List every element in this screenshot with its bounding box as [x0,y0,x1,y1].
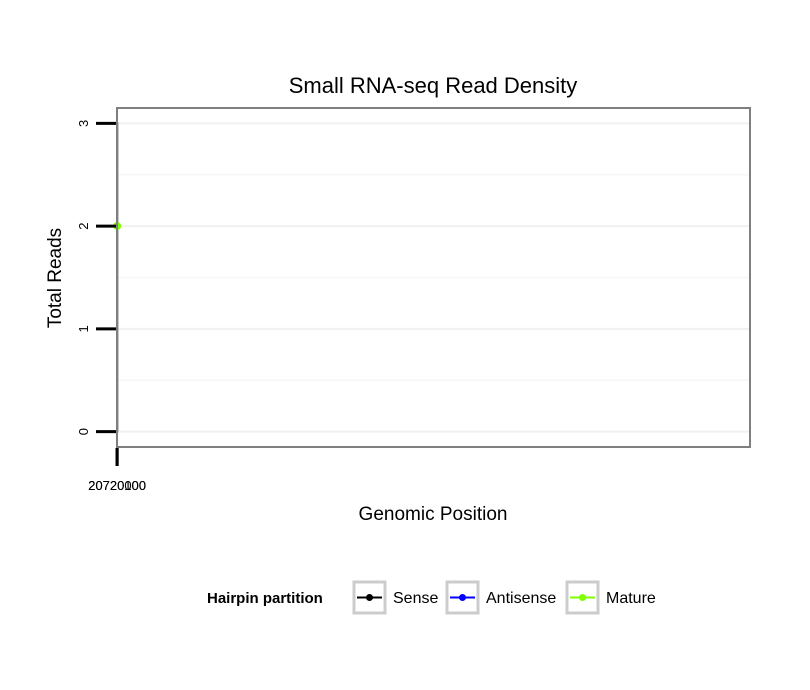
legend-key-point [366,594,373,601]
y-axis-label: Total Reads [45,228,66,328]
y-tick-label: 1 [76,325,91,332]
x-axis-label: Genomic Position [359,504,508,525]
legend-label: Sense [393,590,438,607]
legend-title: Hairpin partition [207,590,323,607]
legend-entries: Sense Antisense Mature [352,580,656,615]
y-tick-label: 0 [76,428,91,435]
legend-label: Antisense [486,590,556,607]
chart-title: Small RNA-seq Read Density [289,73,578,98]
plot-panel-border [116,107,751,448]
legend: Hairpin partition Sense Antisense Mature [207,580,656,615]
y-tick-label: 2 [76,223,91,230]
x-tick-label: 20720000 [88,478,146,493]
plot-panel [113,107,751,448]
legend-entry-mature: Mature [565,580,656,615]
x-tick-label: 20720100 [88,478,146,493]
legend-key-point [579,594,586,601]
legend-label: Mature [606,590,656,607]
y-axis: 0 1 2 3 [76,120,116,435]
y-tick-label: 3 [76,120,91,127]
legend-entry-sense: Sense [352,580,438,615]
legend-entry-antisense: Antisense [445,580,556,615]
legend-key-point [459,594,466,601]
